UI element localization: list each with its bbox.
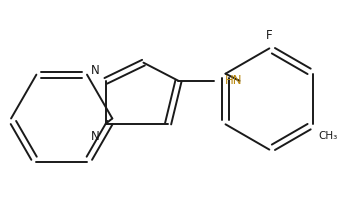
Text: N: N	[91, 130, 99, 143]
Text: HN: HN	[225, 74, 243, 87]
Text: CH₃: CH₃	[318, 131, 338, 141]
Text: F: F	[266, 29, 273, 42]
Text: N: N	[91, 64, 99, 77]
